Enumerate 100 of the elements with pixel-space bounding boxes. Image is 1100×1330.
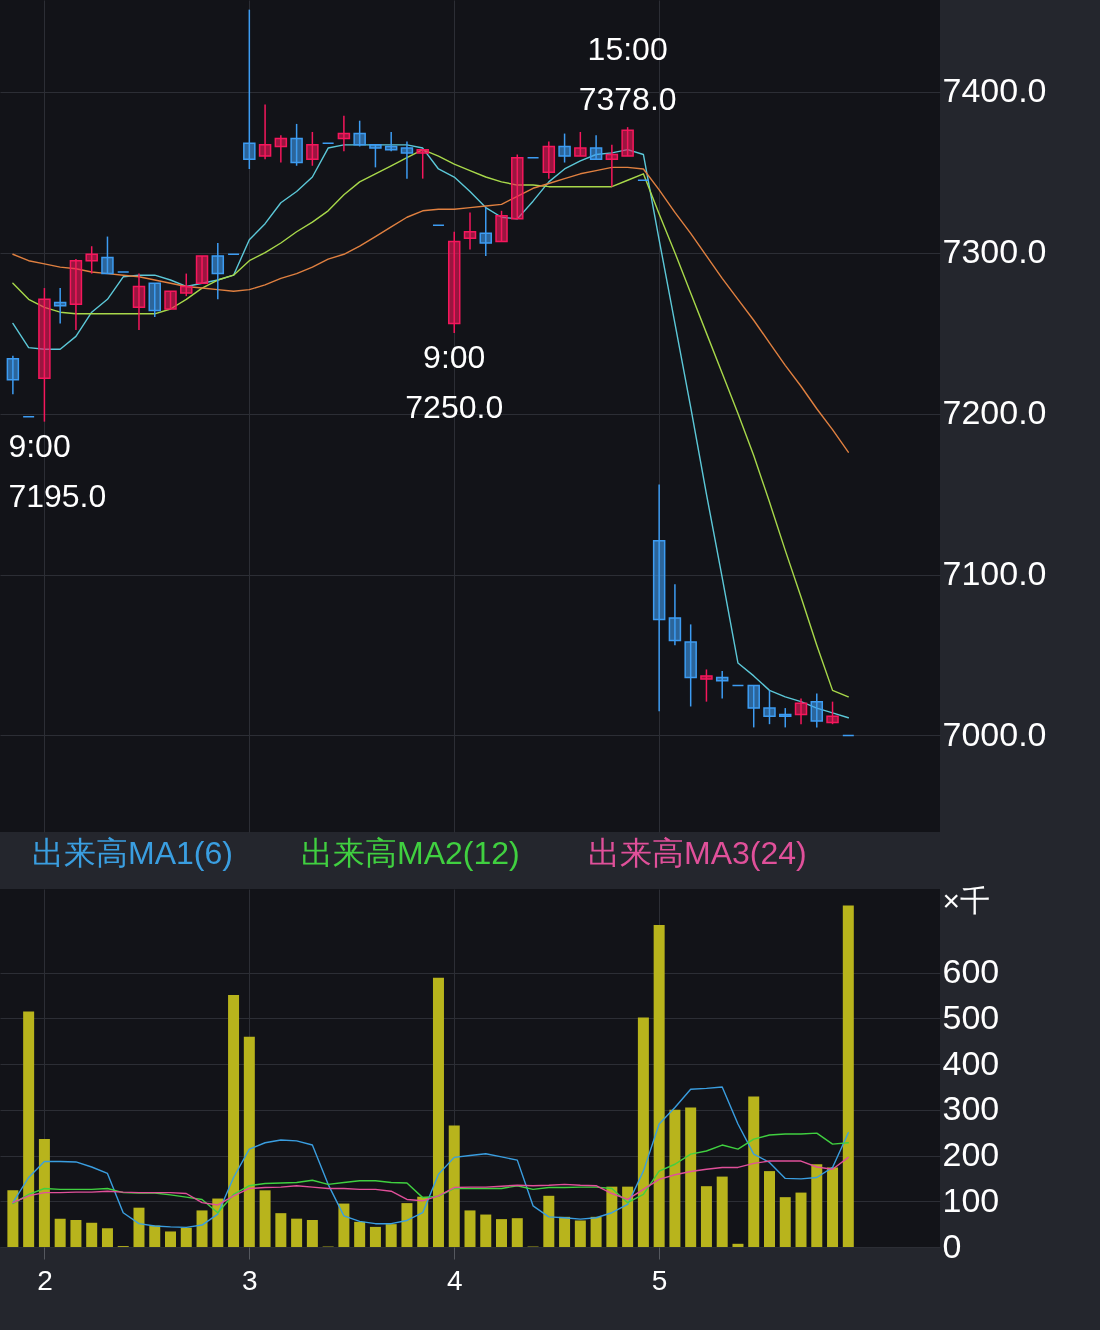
- candlestick: [652, 483, 666, 713]
- candlestick: [148, 282, 161, 318]
- bar: [779, 1197, 791, 1247]
- bar: [180, 1227, 192, 1247]
- x-tick-label: 3: [242, 1264, 258, 1296]
- candlestick: [826, 700, 839, 725]
- bar: [38, 1139, 50, 1247]
- candlestick: [195, 255, 209, 284]
- y-axis-title: ×千: [942, 883, 991, 917]
- bar: [401, 1203, 413, 1247]
- candlestick: [479, 206, 493, 257]
- candlestick: [684, 623, 697, 708]
- bar: [653, 925, 665, 1247]
- y-tick-label: 7000.0: [942, 714, 1047, 753]
- candlestick: [69, 258, 83, 331]
- candlestick: [700, 668, 713, 703]
- annotation: 7250.0: [405, 389, 504, 426]
- text: 出来高MA2(12): [301, 835, 520, 871]
- candlestick: [574, 131, 587, 157]
- candlestick: [810, 692, 824, 729]
- bar: [86, 1222, 98, 1247]
- y-tick-label: 600: [942, 952, 1000, 991]
- line-series: [12, 1156, 850, 1206]
- candlestick: [605, 144, 619, 188]
- candlestick: [763, 689, 776, 725]
- y-tick-label: 200: [942, 1135, 1000, 1174]
- bar: [637, 1017, 649, 1247]
- bar: [685, 1107, 697, 1247]
- bar: [590, 1216, 602, 1247]
- x-tick-label: 4: [446, 1264, 463, 1296]
- candlestick: [747, 684, 760, 729]
- candlestick: [668, 583, 682, 647]
- bar: [369, 1226, 381, 1247]
- y-tick-label: 100: [942, 1180, 1000, 1219]
- candlestick: [85, 245, 98, 275]
- candlestick: [6, 354, 20, 396]
- candlestick: [337, 115, 351, 153]
- bar: [700, 1186, 712, 1247]
- bar: [149, 1225, 161, 1247]
- bar: [716, 1176, 728, 1247]
- bar: [54, 1218, 66, 1247]
- bar: [291, 1218, 303, 1247]
- bar: [559, 1216, 571, 1247]
- candlestick: [258, 103, 272, 161]
- x-tick-label: 5: [651, 1264, 668, 1296]
- candlestick: [495, 210, 508, 243]
- bar: [811, 1164, 823, 1247]
- y-tick-label: 7200.0: [942, 393, 1047, 432]
- bar: [354, 1221, 366, 1247]
- candlestick: [463, 211, 477, 251]
- y-tick-label: 0: [942, 1226, 962, 1265]
- candlestick: [306, 131, 319, 167]
- text: 出来高MA1(6): [32, 835, 233, 871]
- bar: [70, 1220, 82, 1247]
- y-tick-label: 500: [942, 997, 1000, 1036]
- candlestick: [511, 153, 524, 220]
- candlestick: [416, 148, 429, 180]
- bar: [763, 1171, 775, 1247]
- candlestick: [353, 119, 366, 148]
- bar: [464, 1210, 476, 1247]
- annotation: 9:00: [8, 427, 71, 464]
- bar: [385, 1224, 397, 1247]
- candlestick: [290, 123, 303, 167]
- bar: [196, 1210, 208, 1247]
- line-series: [12, 1132, 850, 1214]
- bar: [7, 1190, 19, 1247]
- x-tick-label: 2: [37, 1264, 53, 1296]
- candlestick: [243, 8, 256, 170]
- candlestick: [589, 134, 603, 161]
- candlestick: [53, 287, 67, 325]
- bar: [165, 1231, 177, 1247]
- candlestick: [794, 697, 808, 725]
- annotation: 15:00: [587, 31, 668, 68]
- candlestick: [447, 230, 461, 334]
- bar: [496, 1219, 508, 1247]
- bar: [432, 977, 444, 1247]
- bar: [417, 1196, 429, 1247]
- bar: [133, 1207, 145, 1247]
- candlestick: [621, 126, 634, 157]
- bar: [101, 1228, 113, 1247]
- candlestick: [180, 272, 193, 297]
- candlestick: [211, 242, 225, 301]
- candlestick: [38, 287, 51, 423]
- y-tick-label: 7400.0: [942, 71, 1047, 110]
- line-series: [12, 1086, 850, 1229]
- candlestick: [369, 144, 382, 169]
- bar: [23, 1011, 35, 1247]
- bar: [827, 1167, 839, 1247]
- bar: [511, 1218, 523, 1247]
- bar: [480, 1214, 492, 1247]
- candlestick: [132, 272, 146, 331]
- bar: [448, 1125, 460, 1247]
- annotation: 7378.0: [578, 81, 677, 118]
- candlestick: [542, 140, 556, 180]
- bar: [243, 1036, 255, 1247]
- bar: [748, 1096, 760, 1247]
- y-tick-label: 7100.0: [942, 554, 1047, 593]
- candlestick: [400, 140, 414, 180]
- bar: [228, 995, 240, 1247]
- candlestick: [779, 707, 792, 729]
